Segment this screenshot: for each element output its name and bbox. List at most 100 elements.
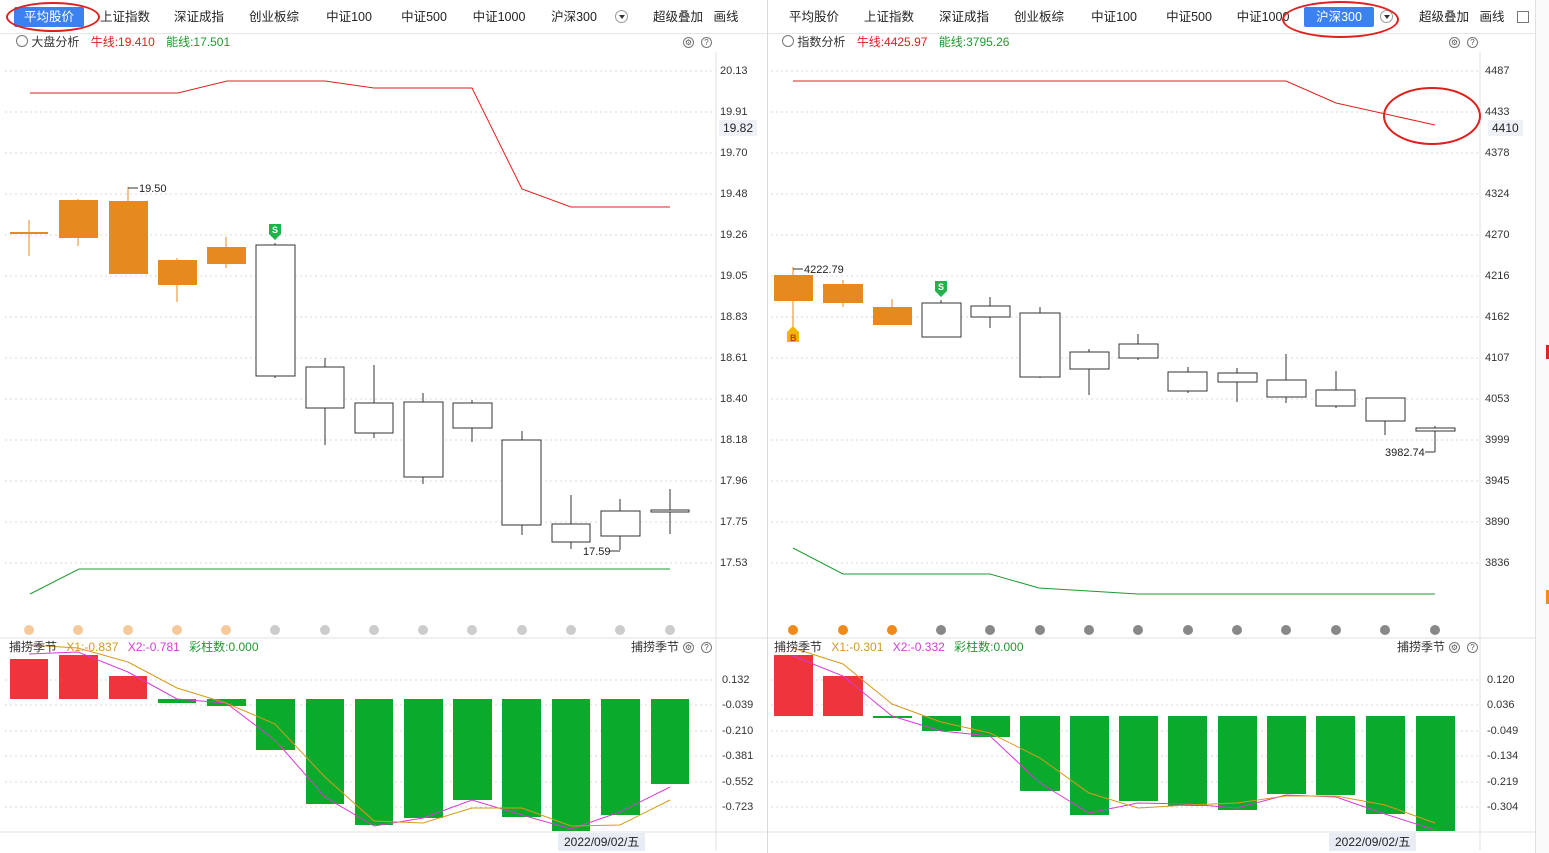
tab-csi1000[interactable]: 中证1000 bbox=[472, 10, 526, 24]
candle bbox=[403, 401, 444, 478]
right-main-chart: 4222.79 3982.74 B S bbox=[768, 52, 1535, 850]
panel-divider bbox=[767, 0, 768, 853]
tab-csi100[interactable]: 中证100 bbox=[326, 10, 372, 24]
low-mark: 17.59 bbox=[583, 546, 611, 558]
tab-shenzhen-index[interactable]: 深证成指 bbox=[173, 10, 224, 24]
osc-settings-icon[interactable]: ⚙ bbox=[683, 642, 694, 653]
help-icon[interactable]: ? bbox=[1467, 37, 1478, 48]
y-tick: 3999 bbox=[1485, 434, 1510, 446]
y-tick: 19.26 bbox=[720, 229, 748, 241]
oscillator-bars bbox=[774, 655, 1455, 831]
osc-settings-icon[interactable]: ⚙ bbox=[1449, 642, 1460, 653]
y-tick: 17.53 bbox=[720, 557, 748, 569]
candle bbox=[774, 275, 813, 301]
candle bbox=[823, 284, 863, 303]
tab-average-price[interactable]: 平均股价 bbox=[788, 10, 839, 24]
left-tab-bar: 平均股价 上证指数 深证成指 创业板综 中证100 中证500 中证1000 沪… bbox=[0, 0, 767, 34]
osc-title[interactable]: 捕捞季节 bbox=[9, 640, 58, 654]
osc-tick: 0.120 bbox=[1487, 674, 1515, 686]
candle bbox=[452, 402, 493, 429]
osc-x1-line bbox=[28, 651, 671, 830]
tab-csi500[interactable]: 中证500 bbox=[1166, 10, 1212, 24]
bull-line-value: 牛线:4425.97 bbox=[856, 35, 928, 49]
candle bbox=[1315, 389, 1356, 407]
oscillator-bars bbox=[10, 655, 689, 831]
tab-shanghai-index[interactable]: 上证指数 bbox=[863, 10, 914, 24]
tab-shenzhen-index[interactable]: 深证成指 bbox=[938, 10, 989, 24]
settings-icon[interactable]: ⚙ bbox=[1449, 37, 1460, 48]
osc-tick: -0.723 bbox=[722, 801, 754, 813]
y-tick: 19.05 bbox=[720, 270, 748, 282]
osc-help-icon[interactable]: ? bbox=[1467, 642, 1478, 653]
side-marker[interactable] bbox=[1546, 590, 1549, 604]
more-tabs-dropdown-icon[interactable] bbox=[1380, 10, 1393, 23]
tab-csi500[interactable]: 中证500 bbox=[401, 10, 447, 24]
tab-chinext[interactable]: 创业板综 bbox=[1013, 10, 1064, 24]
tab-chinext[interactable]: 创业板综 bbox=[248, 10, 299, 24]
right-tab-bar: 平均股价 上证指数 深证成指 创业板综 中证100 中证500 中证1000 沪… bbox=[768, 0, 1535, 38]
candle bbox=[255, 244, 296, 377]
candles bbox=[10, 187, 690, 550]
indicator-title[interactable]: 大盘分析 bbox=[31, 35, 80, 49]
osc-x1: X1:-0.837 bbox=[66, 640, 119, 654]
osc-bar-count: 彩柱数:0.000 bbox=[189, 640, 259, 654]
osc-title-right: 捕捞季节 bbox=[1397, 640, 1446, 654]
window-restore-icon[interactable] bbox=[1517, 11, 1529, 23]
annotation-circle bbox=[1383, 87, 1481, 145]
draw-line-button[interactable]: 画线 bbox=[713, 10, 739, 24]
indicator-title[interactable]: 指数分析 bbox=[797, 35, 846, 49]
osc-tick: 0.132 bbox=[722, 674, 750, 686]
osc-x2-line bbox=[28, 644, 671, 827]
candle bbox=[1415, 427, 1456, 432]
osc-title[interactable]: 捕捞季节 bbox=[774, 640, 823, 654]
draw-line-button[interactable]: 画线 bbox=[1479, 10, 1505, 24]
more-tabs-dropdown-icon[interactable] bbox=[615, 10, 628, 23]
y-tick: 4378 bbox=[1485, 147, 1510, 159]
candle bbox=[109, 201, 148, 274]
y-tick: 4270 bbox=[1485, 229, 1510, 241]
candle bbox=[551, 523, 591, 543]
help-icon[interactable]: ? bbox=[701, 37, 712, 48]
side-toolbar bbox=[1535, 0, 1549, 853]
energy-line bbox=[29, 568, 670, 595]
tab-shanghai-index[interactable]: 上证指数 bbox=[99, 10, 150, 24]
candle bbox=[354, 402, 394, 434]
low-mark: 3982.74 bbox=[1385, 447, 1425, 459]
collapse-icon[interactable] bbox=[16, 35, 28, 47]
candle bbox=[600, 510, 641, 537]
y-tick: 4216 bbox=[1485, 270, 1510, 282]
y-tick: 4433 bbox=[1485, 106, 1510, 118]
tab-csi1000[interactable]: 中证1000 bbox=[1236, 10, 1290, 24]
tab-csi300[interactable]: 沪深300 bbox=[1304, 7, 1374, 27]
y-tick: 3945 bbox=[1485, 475, 1510, 487]
candle bbox=[207, 247, 246, 264]
sell-signal-icon: S bbox=[269, 224, 281, 240]
osc-tick: -0.039 bbox=[722, 699, 754, 711]
tab-average-price[interactable]: 平均股价 bbox=[14, 7, 84, 27]
energy-line bbox=[792, 547, 1435, 595]
energy-line-value: 能线:17.501 bbox=[166, 35, 231, 49]
y-tick: 18.40 bbox=[720, 393, 748, 405]
osc-x2: X2:-0.332 bbox=[892, 640, 945, 654]
osc-tick: -0.219 bbox=[1487, 776, 1519, 788]
tab-csi300[interactable]: 沪深300 bbox=[551, 10, 597, 24]
right-osc-header: 捕捞季节 X1:-0.301 X2:-0.332 彩柱数:0.000 bbox=[774, 639, 1024, 655]
cursor-date: 2022/09/02/五 bbox=[1329, 833, 1417, 851]
left-osc-header: 捕捞季节 X1:-0.837 X2:-0.781 彩柱数:0.000 bbox=[9, 639, 259, 655]
y-tick: 4324 bbox=[1485, 188, 1510, 200]
right-panel: 平均股价 上证指数 深证成指 创业板综 中证100 中证500 中证1000 沪… bbox=[768, 0, 1535, 853]
bull-line bbox=[30, 80, 670, 208]
bull-line-value: 牛线:19.410 bbox=[90, 35, 155, 49]
super-overlay-button[interactable]: 超级叠加 bbox=[1418, 10, 1469, 24]
super-overlay-button[interactable]: 超级叠加 bbox=[652, 10, 703, 24]
tab-csi100[interactable]: 中证100 bbox=[1091, 10, 1137, 24]
y-tick: 18.83 bbox=[720, 311, 748, 323]
left-main-chart: 19.50 17.59 S bbox=[0, 52, 767, 850]
current-price-label: 19.82 bbox=[719, 120, 758, 136]
side-marker[interactable] bbox=[1546, 345, 1549, 359]
osc-help-icon[interactable]: ? bbox=[701, 642, 712, 653]
candle bbox=[305, 366, 345, 409]
left-indicator-header: 大盘分析 牛线:19.410 能线:17.501 bbox=[16, 34, 230, 50]
collapse-icon[interactable] bbox=[782, 35, 794, 47]
settings-icon[interactable]: ⚙ bbox=[683, 37, 694, 48]
